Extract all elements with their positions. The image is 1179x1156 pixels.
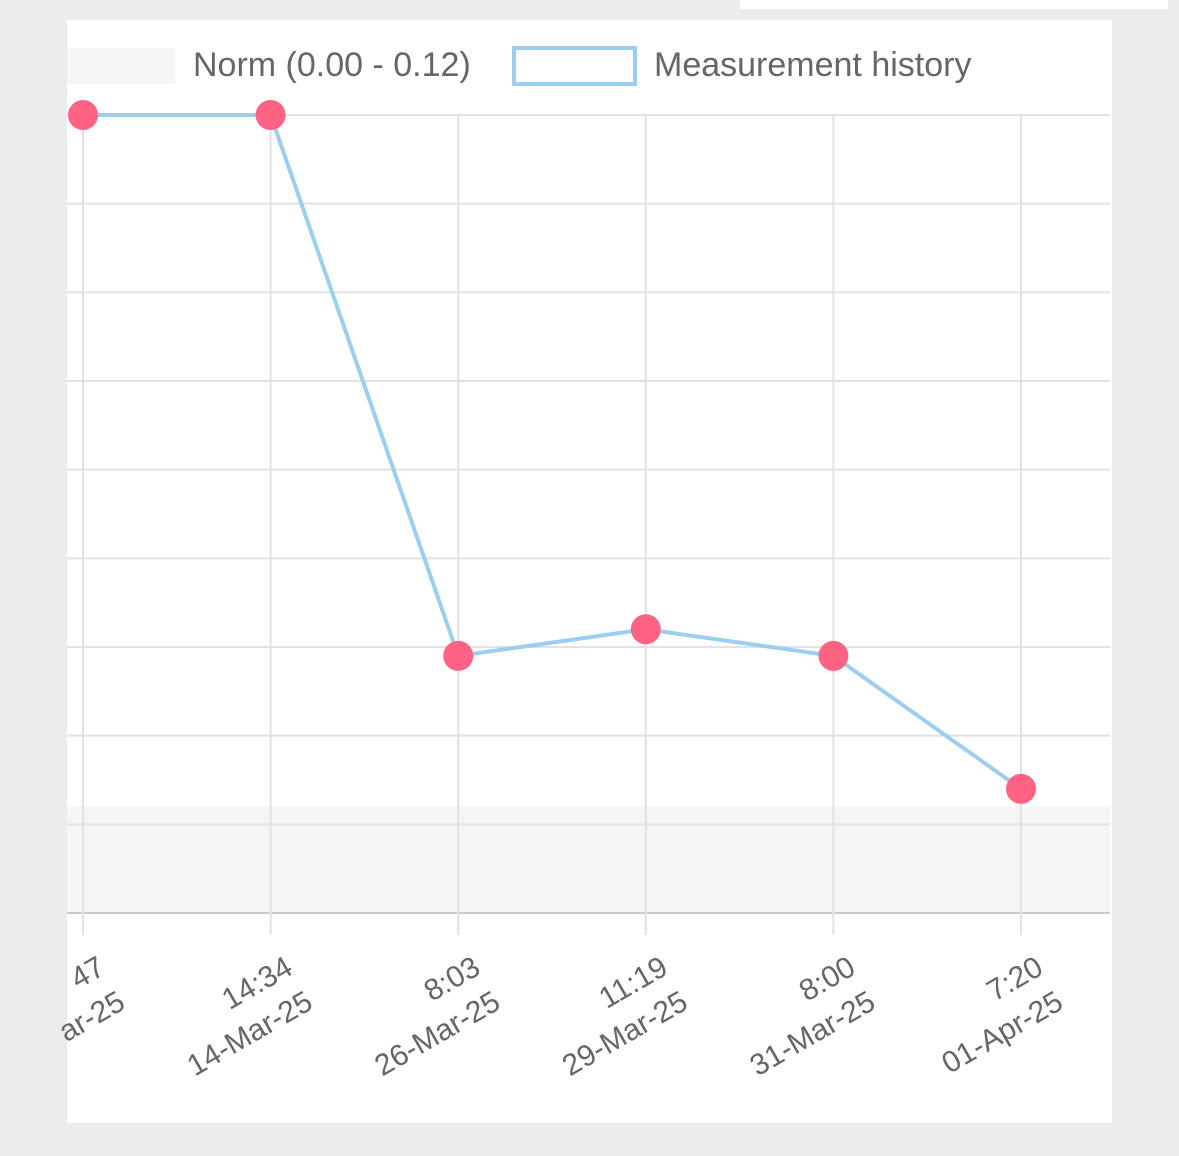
legend-swatch bbox=[512, 46, 637, 86]
norm-band bbox=[67, 806, 1110, 913]
data-point bbox=[1006, 773, 1036, 804]
data-point bbox=[68, 100, 98, 130]
chart-card bbox=[67, 20, 1112, 1123]
background-strip bbox=[740, 0, 1168, 9]
legend-label: Norm (0.00 - 0.12) bbox=[193, 46, 471, 84]
legend-label: Measurement history bbox=[654, 46, 971, 84]
data-point bbox=[443, 640, 474, 671]
series-line bbox=[83, 113, 1023, 791]
legend-swatch bbox=[67, 48, 175, 84]
data-point bbox=[818, 640, 849, 671]
data-point bbox=[255, 100, 286, 130]
data-point bbox=[630, 614, 661, 645]
